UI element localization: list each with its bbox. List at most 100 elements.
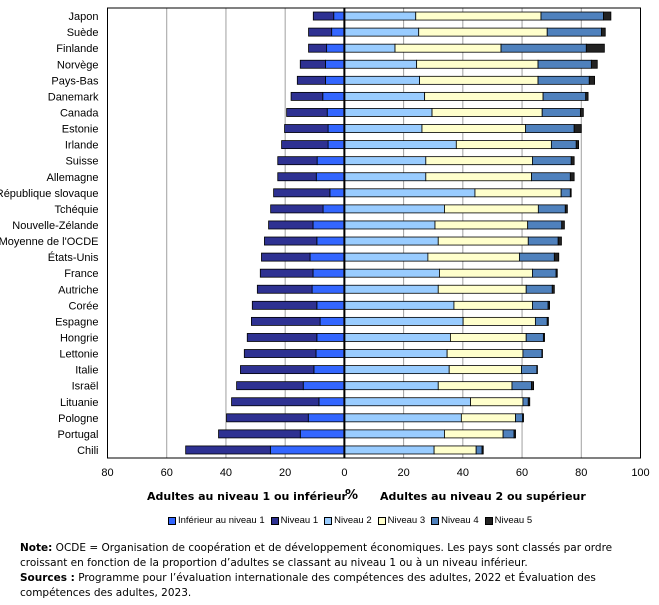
bar-segment xyxy=(343,59,418,69)
x-tick-label: 80 xyxy=(575,467,587,479)
category-label: Danemark xyxy=(48,91,99,103)
bar-segment xyxy=(569,172,575,182)
category-label: Lettonie xyxy=(59,349,98,361)
bar-segment xyxy=(462,316,536,326)
category-label: Italie xyxy=(75,365,98,377)
bar-segment xyxy=(585,91,589,101)
legend-item: Niveau 5 xyxy=(484,515,532,526)
bar-segment xyxy=(437,236,529,246)
bar-segment xyxy=(513,429,516,439)
category-label: République slovaque xyxy=(0,188,99,200)
category-label: Pays-Bas xyxy=(51,75,99,87)
bar-segment xyxy=(343,188,476,198)
bar-segment xyxy=(448,365,522,375)
bar-segment xyxy=(236,381,304,391)
bar-segment xyxy=(343,268,440,278)
bar-segment xyxy=(522,397,529,407)
bar-segment xyxy=(551,284,555,294)
category-labels: Japon Suède Finlande Norvège Pays-Bas Danemar… xyxy=(0,11,99,457)
bar-segment xyxy=(394,43,502,53)
x-tick-label: 20 xyxy=(279,467,291,479)
bar-segment xyxy=(343,429,445,439)
bar-segment xyxy=(522,349,543,358)
bar-segment xyxy=(246,333,318,342)
bar-segment xyxy=(343,172,427,182)
bar-segment xyxy=(540,11,604,21)
bar-segment xyxy=(251,316,321,326)
bar-segment xyxy=(307,413,345,423)
category-label: Japon xyxy=(69,11,99,23)
bar-segment xyxy=(343,300,455,310)
bar-segment xyxy=(453,300,533,310)
bar-segment xyxy=(299,59,326,69)
bar-segment xyxy=(261,252,311,262)
legend-swatch xyxy=(431,516,440,525)
bar-segment xyxy=(415,11,542,21)
category-label: Espagne xyxy=(55,316,98,328)
bar-segment xyxy=(343,284,439,294)
bar-segment xyxy=(590,59,598,69)
bar-segment xyxy=(511,381,532,391)
bar-segment xyxy=(527,236,559,246)
category-label: Chili xyxy=(77,445,98,457)
bar-segment xyxy=(268,220,314,230)
bar-segment xyxy=(427,252,520,262)
legend-item: Niveau 1 xyxy=(270,515,318,526)
bar-segment xyxy=(333,11,345,21)
bar-segment xyxy=(542,91,587,101)
bar-segment xyxy=(343,27,420,37)
bar-segment xyxy=(439,268,533,278)
x-axis-label-right: Adultes au niveau 2 ou supérieur xyxy=(380,490,586,503)
bar-segment xyxy=(316,156,345,166)
bar-segment xyxy=(532,156,572,166)
bar-segment xyxy=(302,381,345,391)
bar-segment xyxy=(343,381,439,391)
x-tick-label: 40 xyxy=(220,467,232,479)
bar-segment xyxy=(316,300,345,310)
x-tick-label: 60 xyxy=(161,467,173,479)
bar-segment xyxy=(290,91,324,101)
bar-segment xyxy=(226,413,309,423)
bar-segment xyxy=(475,445,483,455)
bar-segment xyxy=(421,124,527,133)
bar-segment xyxy=(537,59,592,69)
bar-segment xyxy=(256,284,313,294)
bar-segment xyxy=(308,27,333,37)
category-label: Nouvelle-Zélande xyxy=(12,220,98,232)
bar-segment xyxy=(555,268,558,278)
bar-segment xyxy=(515,413,524,423)
bar-segment xyxy=(325,75,345,85)
legend-item: Inférieur au niveau 1 xyxy=(168,515,265,526)
bar-segment xyxy=(315,172,345,182)
bar-segment xyxy=(557,236,562,246)
bar-segment xyxy=(316,236,345,246)
category-label: Suède xyxy=(67,27,99,39)
legend-swatch xyxy=(484,516,493,525)
x-tick-labels: 80 60 40 20 0 20 40 60 80 100 xyxy=(101,467,649,479)
bar-segment xyxy=(564,204,568,214)
category-label: Allemagne xyxy=(47,172,99,184)
bar-segment xyxy=(521,365,538,375)
legend-label: Niveau 2 xyxy=(334,515,372,526)
bar-segment xyxy=(343,252,429,262)
bar-segment xyxy=(243,349,317,358)
bar-segment xyxy=(299,429,345,439)
bar-segment xyxy=(502,429,515,439)
category-label: Corée xyxy=(69,300,99,312)
bar-segment xyxy=(433,445,477,455)
note-text: OCDE = Organisation de coopération et de… xyxy=(20,542,613,569)
bar-segment xyxy=(277,156,318,166)
bar-segment xyxy=(343,365,450,375)
bar-segment xyxy=(312,220,345,230)
category-label: Tchéquie xyxy=(54,204,98,216)
bar-segment xyxy=(270,204,324,214)
chart-notes: Note: OCDE = Organisation de coopération… xyxy=(20,541,640,601)
bar-segment xyxy=(312,11,335,21)
bar-segment xyxy=(460,413,516,423)
note-paragraph: Note: OCDE = Organisation de coopération… xyxy=(20,541,640,571)
bar-segment xyxy=(531,381,535,391)
category-label: Autriche xyxy=(58,284,98,296)
legend-swatch xyxy=(270,516,279,525)
bar-segment xyxy=(537,75,590,85)
bar-segment xyxy=(437,381,513,391)
